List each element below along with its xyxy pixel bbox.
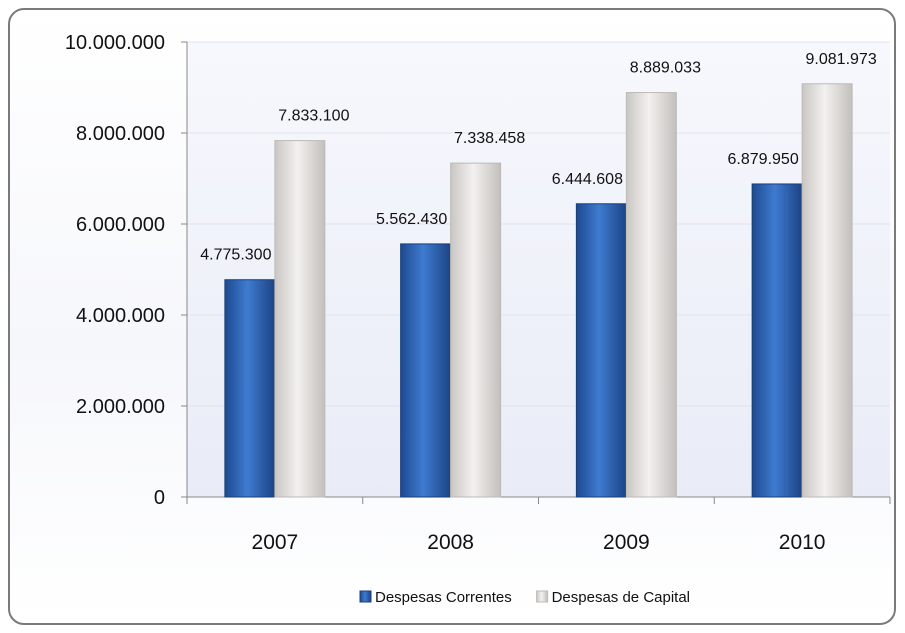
labels: 0 2.000.000 4.000.000 6.000.000 8.000.000 10.…: [65, 32, 877, 554]
data-label: 7.833.100: [278, 108, 349, 125]
y-tick-label: 0: [154, 487, 165, 509]
bar-despesas-de-capital: [274, 140, 326, 498]
y-tick-label: 2.000.000: [76, 396, 165, 418]
bar-despesas-correntes: [224, 279, 276, 498]
legend-label: Despesas Correntes: [375, 589, 512, 606]
x-tick-label: 2007: [252, 531, 299, 554]
legend-swatch: [359, 590, 372, 603]
y-tick-label: 10.000.000: [65, 32, 165, 54]
bar-despesas-de-capital: [625, 92, 677, 498]
chart-frame: 0 2.000.000 4.000.000 6.000.000 8.000.000 10.…: [8, 8, 896, 625]
y-tick-label: 6.000.000: [76, 214, 165, 236]
bar-chart: 0 2.000.000 4.000.000 6.000.000 8.000.000 10.…: [65, 32, 891, 606]
data-label: 4.775.300: [200, 247, 271, 264]
legend: Despesas Correntes Despesas de Capital: [359, 589, 690, 606]
data-label: 9.081.973: [806, 51, 877, 68]
legend-swatch: [536, 590, 549, 603]
data-label: 7.338.458: [454, 130, 525, 147]
bar-despesas-de-capital: [450, 162, 502, 498]
data-label: 5.562.430: [376, 211, 447, 228]
y-tick-label: 8.000.000: [76, 123, 165, 145]
y-tick-label: 4.000.000: [76, 305, 165, 327]
data-label: 8.889.033: [630, 60, 701, 77]
bar-despesas-correntes: [575, 203, 627, 498]
x-tick-label: 2008: [427, 531, 474, 554]
bar-despesas-de-capital: [801, 83, 853, 498]
data-label: 6.444.608: [552, 171, 623, 188]
data-label: 6.879.950: [728, 151, 799, 168]
legend-label: Despesas de Capital: [552, 589, 690, 606]
x-tick-label: 2009: [603, 531, 650, 554]
x-tick-label: 2010: [779, 531, 826, 554]
bars: [224, 83, 853, 498]
bar-despesas-correntes: [400, 243, 452, 498]
bar-despesas-correntes: [751, 183, 803, 498]
